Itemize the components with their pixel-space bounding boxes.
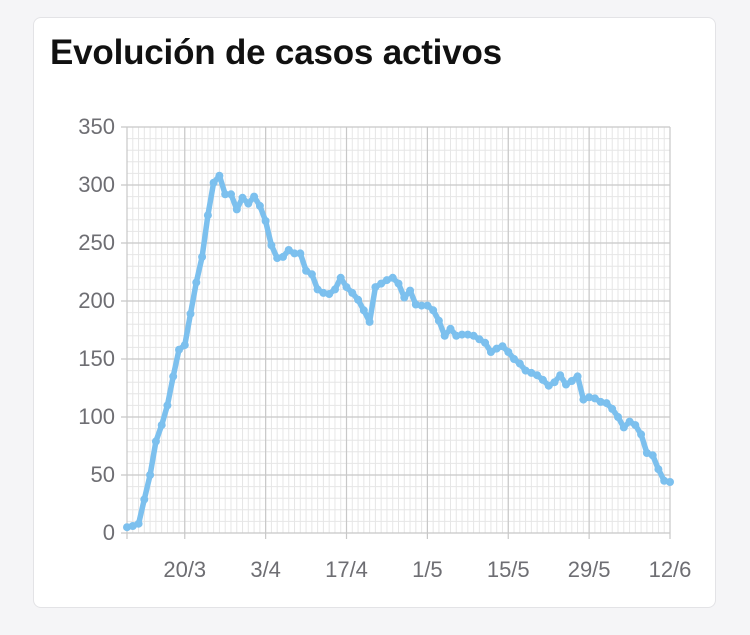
data-point xyxy=(556,371,565,380)
data-point xyxy=(406,286,415,295)
data-point xyxy=(567,377,576,385)
y-tick-label: 100 xyxy=(78,404,115,429)
data-point xyxy=(261,217,270,225)
x-tick-label: 15/5 xyxy=(487,557,530,582)
major-gridlines xyxy=(121,126,671,539)
y-tick-label: 250 xyxy=(78,230,115,255)
data-point xyxy=(215,171,224,180)
y-tick-label: 150 xyxy=(78,346,115,371)
data-point xyxy=(157,421,166,430)
data-point xyxy=(290,249,299,258)
data-point xyxy=(481,338,490,347)
data-point xyxy=(348,288,357,297)
data-point xyxy=(573,372,582,381)
data-point xyxy=(446,324,455,333)
data-point xyxy=(648,451,657,460)
data-point xyxy=(400,293,409,302)
data-point xyxy=(631,421,640,430)
data-point xyxy=(423,301,432,310)
data-point xyxy=(140,495,149,504)
data-point xyxy=(227,190,235,199)
data-point xyxy=(515,359,524,368)
data-point xyxy=(134,519,143,528)
data-point xyxy=(440,331,449,340)
x-tick-label: 29/5 xyxy=(568,557,611,582)
data-point xyxy=(562,380,570,389)
data-point xyxy=(146,471,155,479)
data-point xyxy=(296,249,305,258)
x-tick-label: 20/3 xyxy=(163,557,206,582)
data-point xyxy=(342,283,351,292)
data-point xyxy=(238,193,247,202)
data-point xyxy=(232,205,241,214)
data-point xyxy=(336,273,345,282)
series-layer xyxy=(123,171,674,532)
data-point xyxy=(244,199,253,208)
data-point xyxy=(313,285,322,294)
data-point xyxy=(498,342,507,351)
data-point xyxy=(169,372,178,381)
data-point xyxy=(359,306,368,315)
data-point xyxy=(354,295,363,304)
data-point xyxy=(331,285,339,294)
data-point xyxy=(175,345,183,354)
data-point xyxy=(417,301,426,310)
x-tick-label: 1/5 xyxy=(412,557,443,582)
x-tick-label: 3/4 xyxy=(250,557,281,582)
data-point xyxy=(186,309,195,318)
data-point xyxy=(284,246,293,254)
data-point xyxy=(267,241,276,250)
data-point xyxy=(434,316,443,325)
data-point xyxy=(302,266,311,275)
data-point xyxy=(325,290,334,298)
data-point xyxy=(198,252,207,261)
data-point xyxy=(255,201,264,210)
data-point xyxy=(250,192,259,201)
data-point xyxy=(619,423,628,432)
data-point xyxy=(279,252,287,261)
data-point xyxy=(637,430,646,439)
data-point xyxy=(666,478,674,486)
data-point xyxy=(371,283,380,292)
data-point xyxy=(394,279,403,288)
x-tick-label: 17/4 xyxy=(325,557,368,582)
data-point xyxy=(307,270,316,279)
y-tick-label: 200 xyxy=(78,288,115,313)
data-point xyxy=(221,190,230,199)
x-tick-label: 12/6 xyxy=(649,557,692,582)
y-tick-label: 50 xyxy=(91,462,115,487)
data-point xyxy=(388,273,397,282)
data-point xyxy=(203,211,212,220)
x-axis-labels: 20/3 3/4 17/4 1/5 15/5 29/5 12/6 xyxy=(163,557,691,582)
data-point xyxy=(151,437,160,446)
data-point xyxy=(590,394,599,403)
data-point xyxy=(180,341,189,350)
data-point xyxy=(486,348,495,356)
y-tick-label: 350 xyxy=(78,114,115,139)
data-point xyxy=(429,306,438,315)
data-point xyxy=(504,348,513,356)
chart-title: Evolución de casos activos xyxy=(50,33,502,72)
data-point xyxy=(654,465,663,474)
data-point xyxy=(192,278,201,287)
data-point xyxy=(608,404,617,413)
data-point xyxy=(544,381,553,390)
data-point xyxy=(538,375,547,384)
data-point xyxy=(550,378,559,387)
data-point xyxy=(209,178,218,187)
data-point xyxy=(163,401,172,410)
y-tick-label: 0 xyxy=(103,520,115,545)
data-point xyxy=(510,355,518,363)
data-point xyxy=(458,330,466,339)
data-point xyxy=(602,399,611,408)
data-point xyxy=(469,331,478,340)
data-point xyxy=(614,413,622,421)
y-tick-label: 300 xyxy=(78,172,115,197)
data-point xyxy=(533,371,542,380)
data-point xyxy=(365,317,374,326)
y-axis-labels: 0 50 100 150 200 250 300 350 xyxy=(78,114,115,545)
